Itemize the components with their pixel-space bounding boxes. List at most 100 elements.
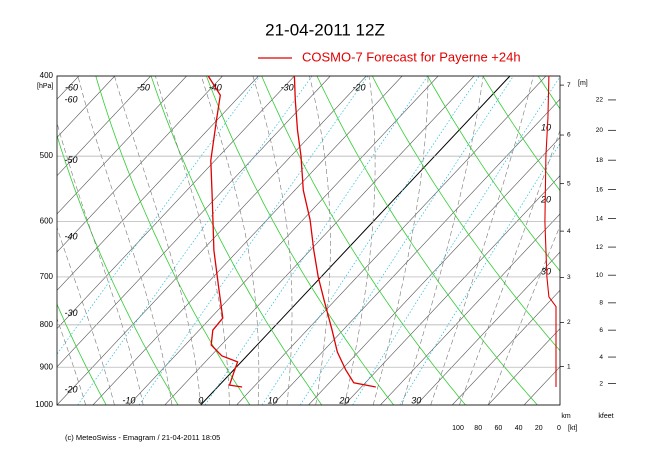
height-unit: [m] (578, 80, 588, 87)
mixing-ratio-line (77, 76, 313, 405)
moist-adiabat (372, 76, 429, 405)
isotherm (0, 76, 43, 405)
dry-adiabat (427, 76, 560, 272)
isotherm (57, 76, 151, 177)
chart-title: 21-04-2011 12Z (265, 20, 385, 39)
mixing-ratio-line (300, 76, 514, 405)
dry-adiabat (482, 76, 560, 192)
kft-tick-label: 18 (596, 157, 604, 164)
km-tick-label: 1 (567, 363, 571, 370)
isotherm (200, 76, 511, 405)
plot-frame (56, 75, 561, 406)
mixing-ratio-line (261, 76, 480, 405)
moist-adiabat (57, 404, 58, 405)
y-tick-label: 800 (40, 320, 54, 329)
isotherm (236, 76, 547, 405)
left-tick-label: -60 (64, 94, 77, 104)
isoline-label: 10 (541, 122, 551, 132)
moist-adiabat (459, 129, 560, 405)
kft-tick-label: 6 (599, 327, 603, 334)
dry-adiabat (206, 76, 395, 405)
x-tick-label: -10 (122, 395, 135, 405)
dry-adiabat (150, 76, 323, 405)
dry-adiabat (371, 76, 560, 352)
dry-adiabat (537, 76, 560, 110)
top-tick-label: -50 (137, 82, 150, 92)
kft-tick-label: 4 (599, 354, 603, 361)
profile-line (293, 75, 376, 388)
km-tick-label: 3 (567, 274, 571, 281)
moist-adiabat (430, 76, 534, 405)
moist-adiabat (201, 76, 260, 405)
y-tick-label: 900 (40, 362, 54, 371)
isotherm (272, 98, 560, 405)
top-tick-label: -20 (352, 82, 365, 92)
isotherm (57, 76, 259, 291)
km-tick-label: 5 (567, 180, 571, 187)
kft-tick-label: 8 (599, 300, 603, 307)
isotherm (57, 76, 115, 138)
x-tick-label: 30 (411, 395, 421, 405)
wind-tick-label: 100 (452, 425, 464, 432)
km-tick-label: 6 (567, 132, 571, 139)
x-tick-label: 10 (268, 395, 278, 405)
kft-tick-label: 14 (596, 215, 604, 222)
isotherm (559, 404, 560, 405)
left-tick-label: -40 (64, 232, 77, 242)
isotherm (57, 76, 187, 215)
mixing-ratio-line (204, 76, 428, 405)
isoline-label: 30 (541, 266, 551, 276)
isotherm (57, 76, 295, 329)
dry-adiabat (57, 303, 107, 405)
x-tick-label: 20 (338, 395, 349, 405)
isotherm (92, 76, 403, 405)
wind-unit: [kt] (568, 425, 577, 432)
left-tick-label: -30 (64, 308, 77, 318)
isotherm (487, 328, 560, 405)
isotherm (57, 76, 367, 405)
top-tick-label: -30 (281, 82, 294, 92)
y-tick-label: 1000 (35, 400, 53, 409)
isotherm (344, 175, 560, 405)
wind-tick-label: 0 (557, 425, 561, 432)
kft-tick-label: 20 (596, 127, 604, 134)
left-tick-label: -50 (64, 155, 77, 165)
y-unit: [hPa] (37, 83, 53, 90)
top-tick-label: -60 (65, 82, 78, 92)
left-tick-label: -20 (64, 384, 77, 394)
y-tick-label: 500 (40, 151, 54, 160)
isotherm (0, 76, 7, 405)
isotherm (308, 137, 560, 405)
km-tick-label: 2 (567, 319, 571, 326)
kft-tick-label: 10 (596, 272, 604, 279)
x-tick-label: 0 (198, 395, 203, 405)
km-tick-label: 4 (567, 228, 571, 235)
background-lines (0, 76, 560, 405)
wind-tick-label: 60 (495, 425, 503, 432)
dry-adiabat (0, 76, 34, 405)
kft-tick-label: 16 (596, 186, 604, 193)
moist-adiabat (57, 121, 144, 405)
kft-tick-label: 2 (599, 380, 603, 387)
mixing-ratio-line (138, 76, 369, 405)
profile-line (207, 75, 243, 388)
isotherm (451, 289, 560, 405)
kft-tick-label: 12 (596, 244, 604, 251)
wind-tick-label: 80 (474, 425, 482, 432)
mixing-ratio-line (399, 142, 560, 405)
moist-adiabat (401, 76, 484, 405)
dry-adiabat (261, 76, 466, 405)
moist-adiabat (344, 76, 376, 405)
legend-label: COSMO-7 Forecast for Payerne +24h (302, 49, 521, 64)
isotherm (57, 76, 331, 368)
y-tick-label: 400 (40, 71, 54, 80)
wind-tick-label: 40 (515, 425, 523, 432)
wind-tick-label: 20 (535, 425, 543, 432)
footer: (c) MeteoSwiss - Emagram / 21-04-2011 18… (65, 433, 220, 442)
km-tick-label: 7 (567, 82, 571, 89)
wind-speed-line (544, 75, 557, 387)
km-label: km (561, 413, 571, 420)
isotherm (416, 251, 560, 405)
isotherm (380, 213, 560, 405)
